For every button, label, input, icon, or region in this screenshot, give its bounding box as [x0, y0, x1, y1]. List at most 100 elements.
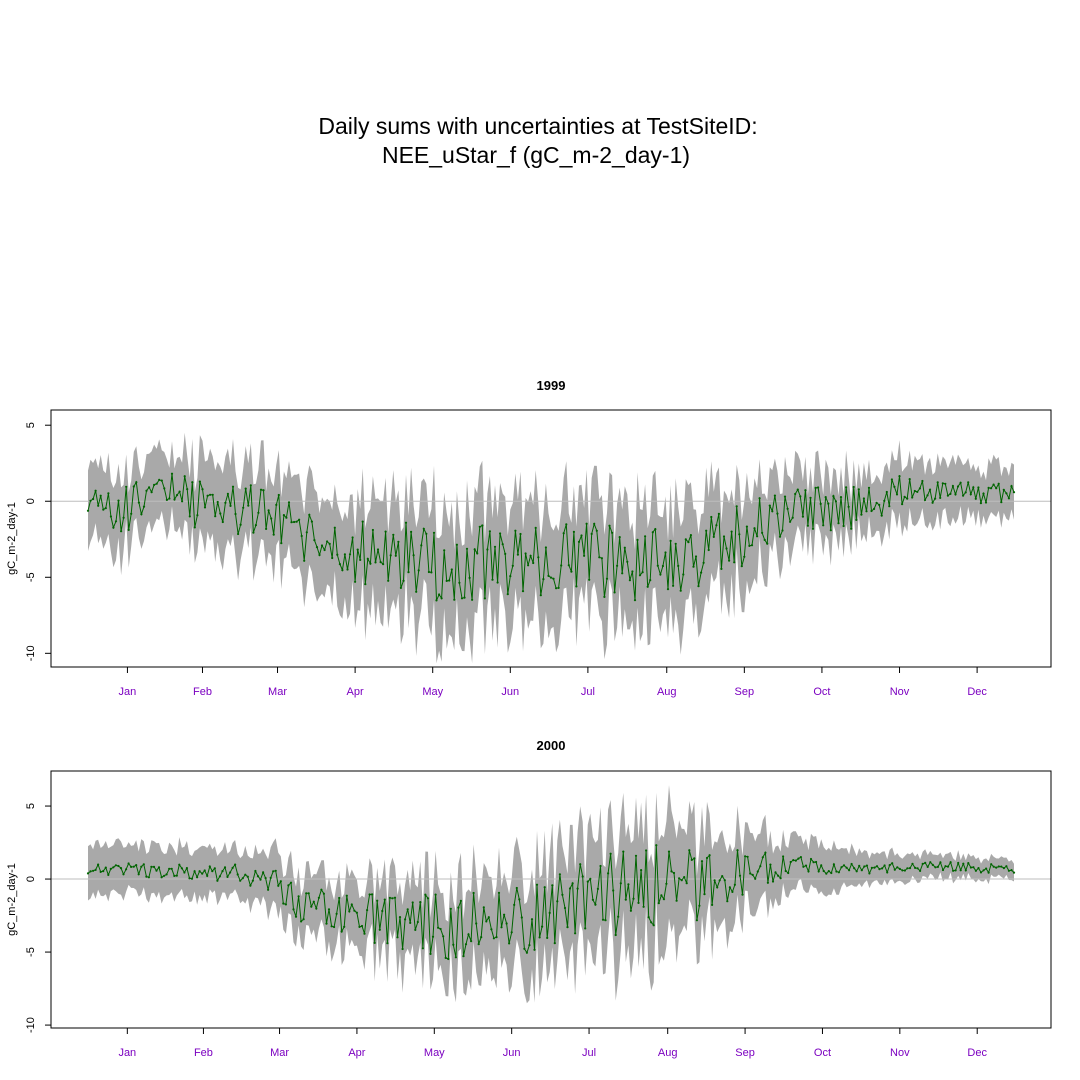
daily-sum-point: [626, 560, 629, 563]
daily-sum-point: [997, 865, 1000, 868]
daily-sum-point: [987, 871, 990, 874]
daily-sum-point: [720, 567, 723, 571]
daily-sum-point: [140, 513, 143, 516]
daily-sum-point: [528, 944, 531, 947]
daily-sum-point: [383, 898, 386, 901]
daily-sum-point: [459, 899, 462, 903]
daily-sum-point: [338, 563, 341, 566]
daily-sum-point: [330, 925, 333, 928]
daily-sum-point: [627, 883, 630, 886]
daily-sum-point: [893, 868, 896, 871]
daily-sum-point: [777, 874, 780, 877]
daily-sum-point: [756, 535, 759, 538]
daily-sum-point: [109, 867, 112, 871]
daily-sum-point: [811, 527, 815, 530]
daily-sum-point: [223, 866, 227, 869]
x-tick-label-jan: Jan: [118, 1047, 136, 1059]
daily-sum-point: [804, 864, 808, 867]
daily-sum-point: [487, 916, 490, 919]
daily-sum-point: [655, 844, 658, 847]
y-tick-label: -5: [25, 572, 37, 582]
daily-sum-point: [323, 548, 326, 552]
daily-sum-point: [206, 874, 209, 878]
y-tick-label: 5: [25, 422, 37, 428]
daily-sum-point: [119, 867, 123, 870]
daily-sum-point: [346, 568, 349, 571]
daily-sum-point: [341, 569, 344, 572]
daily-sum-point: [551, 884, 554, 887]
daily-sum-point: [524, 552, 527, 555]
daily-sum-point: [845, 486, 848, 489]
daily-sum-point: [229, 504, 232, 507]
daily-sum-point: [936, 481, 939, 484]
daily-sum-point: [584, 927, 587, 930]
daily-sum-point: [898, 867, 901, 871]
daily-sum-point: [651, 531, 654, 534]
daily-sum-point: [619, 882, 622, 885]
daily-sum-point: [300, 534, 303, 538]
daily-sum-point: [640, 869, 643, 872]
daily-sum-point: [422, 527, 425, 530]
daily-sum-point: [181, 500, 184, 503]
daily-sum-point: [995, 866, 998, 869]
x-tick-label-may: May: [424, 1047, 445, 1059]
daily-sum-point: [546, 936, 549, 940]
daily-sum-point: [206, 494, 209, 497]
daily-sum-point: [122, 873, 125, 876]
daily-sum-point: [313, 539, 316, 542]
daily-sum-point: [929, 861, 932, 864]
daily-sum-point: [952, 869, 955, 872]
daily-sum-point: [1010, 485, 1013, 488]
daily-sum-point: [789, 860, 792, 864]
daily-sum-point: [853, 867, 856, 870]
daily-sum-point: [373, 941, 376, 945]
daily-sum-point: [340, 930, 343, 933]
daily-sum-point: [802, 865, 805, 868]
daily-sum-point: [786, 507, 789, 510]
daily-sum-point: [718, 879, 721, 882]
daily-sum-point: [812, 861, 815, 864]
daily-sum-point: [638, 574, 642, 577]
daily-sum-point: [919, 869, 922, 873]
daily-sum-point: [348, 553, 352, 556]
daily-sum-point: [926, 494, 929, 497]
daily-sum-point: [705, 529, 708, 532]
daily-sum-point: [778, 535, 782, 538]
daily-sum-point: [270, 517, 273, 520]
daily-sum-point: [855, 518, 858, 522]
daily-sum-point: [472, 891, 475, 895]
daily-sum-point: [518, 898, 521, 901]
daily-sum-point: [539, 594, 542, 597]
daily-sum-point: [847, 505, 850, 508]
daily-sum-point: [832, 495, 835, 498]
daily-sum-point: [886, 871, 889, 874]
daily-sum-point: [89, 499, 92, 502]
x-tick-label-mar: Mar: [268, 686, 287, 698]
daily-sum-point: [457, 906, 460, 909]
daily-sum-point: [506, 593, 509, 596]
daily-sum-point: [637, 901, 640, 905]
daily-sum-point: [923, 498, 927, 502]
daily-sum-point: [804, 489, 807, 492]
daily-sum-point: [683, 876, 686, 879]
daily-sum-point: [244, 873, 247, 876]
daily-sum-point: [254, 869, 257, 873]
daily-sum-point: [656, 564, 659, 567]
plot-frame: [50, 409, 1052, 668]
daily-sum-point: [801, 515, 805, 518]
daily-sum-point: [102, 870, 105, 873]
daily-sum-point: [768, 504, 771, 507]
daily-sum-point: [125, 485, 128, 488]
daily-sum-point: [743, 555, 746, 558]
daily-sum-point: [175, 874, 178, 877]
daily-sum-point: [282, 902, 285, 905]
daily-sum-point: [657, 902, 660, 905]
daily-sum-point: [628, 579, 632, 582]
x-tick-label-jul: Jul: [582, 1047, 596, 1059]
daily-sum-point: [407, 571, 410, 574]
daily-sum-point: [659, 573, 662, 576]
daily-sum-point: [875, 501, 878, 504]
daily-sum-point: [97, 504, 100, 507]
daily-sum-point: [92, 869, 95, 872]
daily-sum-point: [987, 486, 990, 489]
